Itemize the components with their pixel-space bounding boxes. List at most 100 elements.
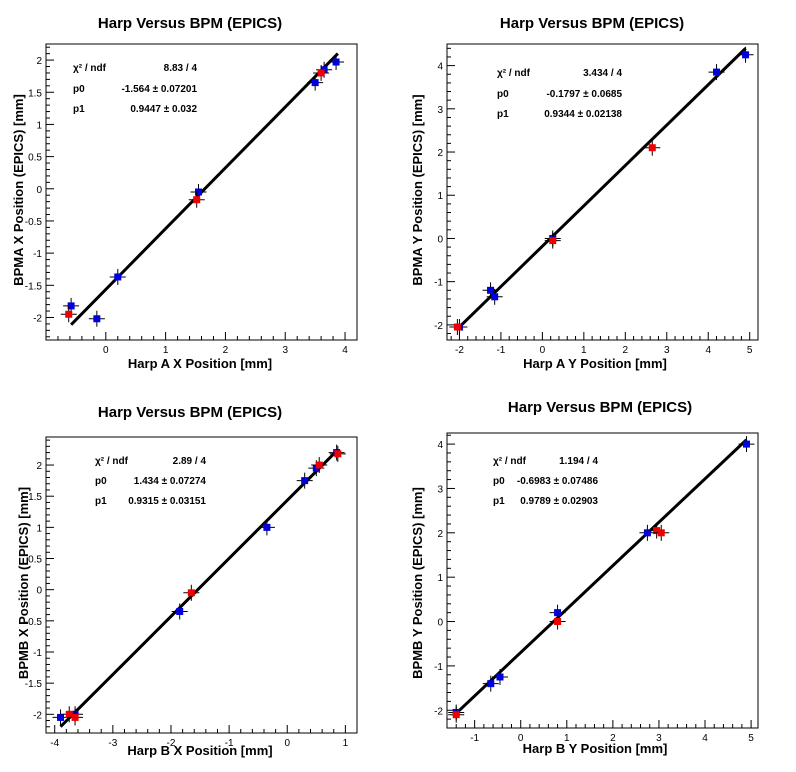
stat-value: 0.9344 ± 0.02138 <box>544 109 622 120</box>
stat-label: p1 <box>95 496 107 507</box>
x-tick-label: 0 <box>103 345 109 356</box>
y-axis-label: BPMA Y Position (EPICS) [mm] <box>410 94 425 285</box>
data-point <box>482 675 499 692</box>
y-tick-label: -1 <box>434 278 443 289</box>
y-tick-label: 0.5 <box>28 555 42 566</box>
stat-value: 0.9447 ± 0.032 <box>130 104 197 115</box>
marker <box>487 286 495 294</box>
x-tick-label: -3 <box>108 738 117 749</box>
stat-label: p0 <box>497 89 509 100</box>
marker <box>648 144 656 152</box>
data-point <box>258 519 275 536</box>
data-point <box>328 54 345 71</box>
marker <box>187 589 195 597</box>
x-axis-label: Harp A X Position [mm] <box>128 356 272 371</box>
y-axis-label: BPMB Y Position (EPICS) [mm] <box>410 487 425 679</box>
data-point <box>737 46 754 63</box>
data-point <box>653 524 670 541</box>
y-tick-label: 0 <box>437 234 443 245</box>
y-tick-label: -1 <box>33 648 42 659</box>
x-tick-label: 3 <box>664 345 670 356</box>
data-point <box>307 74 324 91</box>
y-tick-label: -1.5 <box>25 679 43 690</box>
y-tick-label: -2 <box>434 706 443 717</box>
marker <box>57 713 65 721</box>
stat-value: 3.434 / 4 <box>583 68 622 79</box>
stat-label: p1 <box>497 109 509 120</box>
x-tick-label: 2 <box>223 345 229 356</box>
stat-value: -0.6983 ± 0.07486 <box>517 476 599 487</box>
data-point <box>183 584 200 601</box>
y-tick-label: 1.5 <box>28 492 42 503</box>
y-tick-label: -1 <box>434 662 443 673</box>
stat-label: p0 <box>493 476 505 487</box>
y-tick-label: 0.5 <box>28 153 42 164</box>
x-axis-label: Harp A Y Position [mm] <box>523 356 667 371</box>
marker <box>65 310 73 318</box>
x-tick-label: 0 <box>540 345 546 356</box>
data-point <box>482 282 499 299</box>
x-tick-label: 0 <box>518 733 524 744</box>
x-tick-label: -2 <box>167 738 176 749</box>
x-tick-label: 3 <box>656 733 662 744</box>
fit-line <box>458 47 747 329</box>
x-tick-label: 5 <box>748 733 754 744</box>
marker <box>315 461 323 469</box>
stat-label: p1 <box>493 496 505 507</box>
data-point <box>311 457 328 474</box>
plot-frame <box>45 436 358 734</box>
marker <box>452 711 460 719</box>
y-tick-label: 1 <box>36 120 42 131</box>
fit-line <box>70 52 339 326</box>
stat-label: p0 <box>95 476 107 487</box>
stat-value: 0.9315 ± 0.03151 <box>128 496 206 507</box>
marker <box>176 607 184 615</box>
x-tick-label: -1 <box>470 733 479 744</box>
x-tick-label: 4 <box>705 345 711 356</box>
marker <box>554 618 562 626</box>
x-tick-label: 1 <box>343 738 349 749</box>
data-point <box>329 445 346 462</box>
marker <box>317 69 325 77</box>
data-point <box>491 668 508 685</box>
x-tick-label: 2 <box>610 733 616 744</box>
data-point <box>171 603 188 620</box>
y-tick-label: 2 <box>36 56 42 67</box>
x-tick-label: -4 <box>50 738 59 749</box>
stat-value: -1.564 ± 0.07201 <box>121 84 197 95</box>
data-point <box>738 436 755 453</box>
data-point <box>296 472 313 489</box>
marker <box>453 323 461 331</box>
marker <box>657 529 665 537</box>
fit-line <box>59 448 339 728</box>
marker <box>263 523 271 531</box>
fit-stats: χ² / ndf 8.83 / 4 p0 -1.564 ± 0.07201 p1 0.94… <box>73 63 197 115</box>
chart-title: Harp Versus BPM (EPICS) <box>98 15 282 32</box>
marker <box>491 293 499 301</box>
fit-stats: χ² / ndf 2.89 / 4 p0 1.434 ± 0.07274 p1 0.931… <box>95 456 206 507</box>
y-tick-label: 1 <box>36 523 42 534</box>
y-tick-label: 3 <box>437 105 443 116</box>
marker <box>311 79 319 87</box>
y-axis-label: BPMA X Position (EPICS) [mm] <box>11 94 26 286</box>
data-point <box>88 310 105 327</box>
plot-frame <box>446 43 759 341</box>
marker <box>487 680 495 688</box>
x-tick-label: 4 <box>342 345 348 356</box>
y-tick-label: 2 <box>437 148 443 159</box>
marker <box>195 188 203 196</box>
chart-title: Harp Versus BPM (EPICS) <box>98 404 282 421</box>
series-red <box>448 522 670 723</box>
series-red <box>449 139 661 336</box>
fit-line <box>455 438 748 715</box>
data-point <box>67 709 84 726</box>
y-tick-label: -2 <box>33 313 42 324</box>
stat-value: 1.194 / 4 <box>559 456 598 467</box>
marker <box>549 237 557 245</box>
x-tick-label: 1 <box>163 345 169 356</box>
y-tick-label: 2 <box>437 529 443 540</box>
marker <box>114 273 122 281</box>
marker <box>334 450 342 458</box>
y-tick-label: 1 <box>437 191 443 202</box>
stat-label: χ² / ndf <box>493 456 527 467</box>
